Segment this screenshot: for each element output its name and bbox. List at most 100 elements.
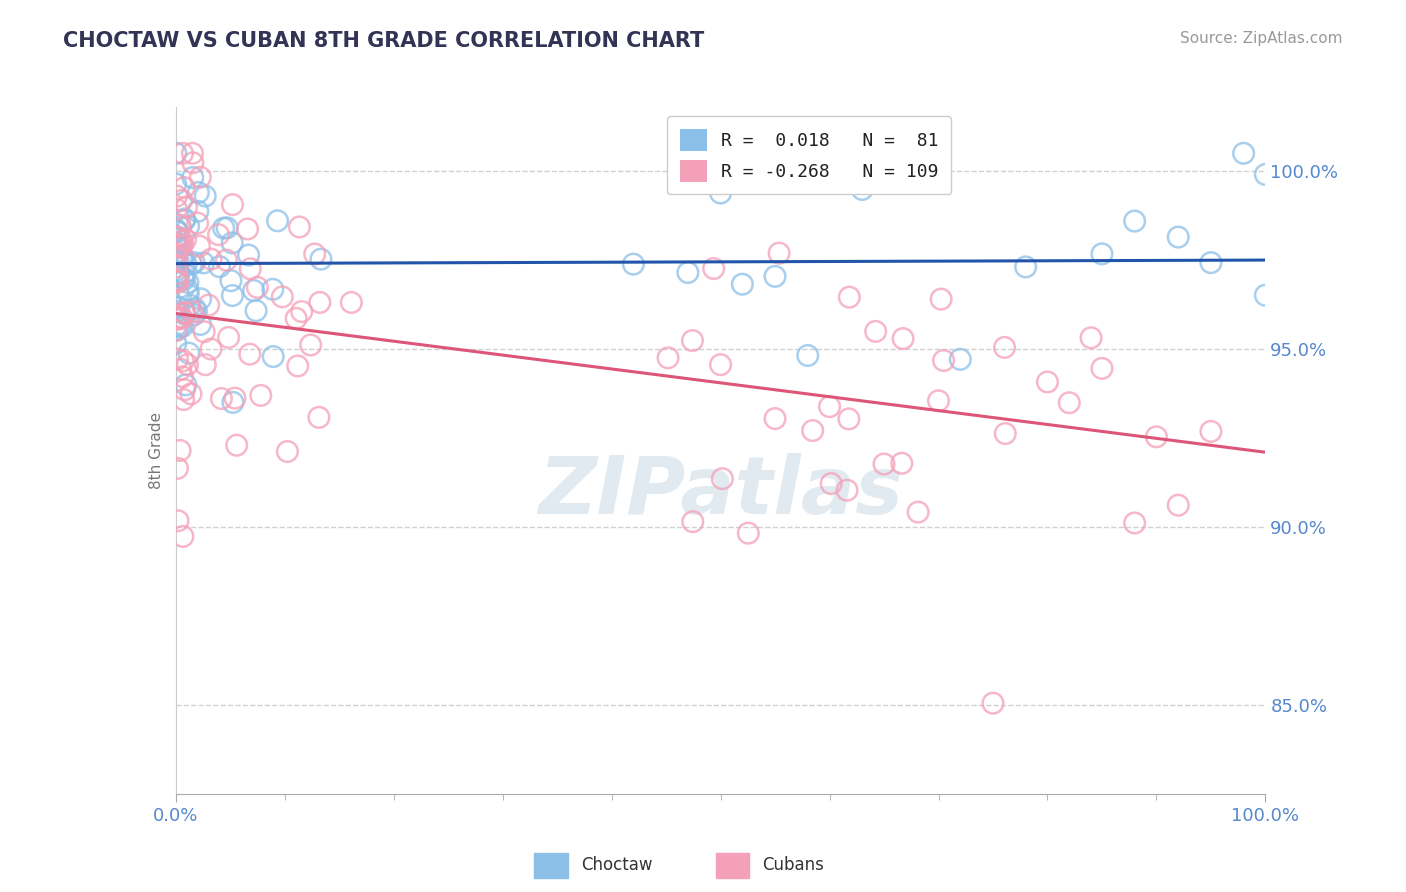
Point xyxy=(165,222,187,236)
Point xyxy=(801,424,824,438)
Point xyxy=(172,238,194,252)
Point xyxy=(1080,331,1102,345)
Point xyxy=(173,392,195,407)
Point xyxy=(187,216,209,230)
Point xyxy=(266,214,288,228)
Point xyxy=(271,290,294,304)
Point xyxy=(177,284,200,298)
Point xyxy=(167,267,190,281)
Point xyxy=(1144,430,1167,444)
Point xyxy=(170,194,193,208)
Point xyxy=(197,298,219,312)
Point xyxy=(711,472,734,486)
Point xyxy=(180,257,202,271)
Point xyxy=(194,358,217,372)
Point xyxy=(183,255,205,269)
Point xyxy=(169,220,191,235)
Point xyxy=(288,219,311,234)
Point xyxy=(170,311,193,326)
Point xyxy=(1123,516,1146,530)
Point xyxy=(167,276,190,290)
Point xyxy=(167,253,190,268)
Point xyxy=(1254,168,1277,182)
Point xyxy=(249,388,271,402)
Point xyxy=(1091,361,1114,376)
Point xyxy=(865,325,887,339)
Point xyxy=(181,170,204,185)
Point xyxy=(207,227,229,242)
Point xyxy=(245,303,267,318)
Point xyxy=(200,342,222,356)
Point xyxy=(167,300,190,314)
Point xyxy=(676,265,699,279)
Legend: R =  0.018   N =  81, R = -0.268   N = 109: R = 0.018 N = 81, R = -0.268 N = 109 xyxy=(666,116,952,194)
Point xyxy=(928,393,950,408)
Point xyxy=(166,230,188,244)
Point xyxy=(165,304,187,318)
Point xyxy=(285,311,308,326)
Point xyxy=(190,318,212,332)
Point xyxy=(165,318,187,333)
Point xyxy=(193,325,215,339)
Point xyxy=(239,347,262,361)
Point xyxy=(200,252,222,267)
Point xyxy=(165,255,187,269)
Point xyxy=(308,410,330,425)
Point xyxy=(225,438,247,452)
Point xyxy=(981,696,1004,710)
Point xyxy=(242,284,264,298)
Point xyxy=(166,225,188,239)
FancyBboxPatch shape xyxy=(716,853,749,878)
Point xyxy=(621,257,644,271)
Point xyxy=(221,288,243,302)
Point xyxy=(172,529,194,543)
Point xyxy=(169,443,191,458)
Point xyxy=(173,307,195,321)
Point xyxy=(165,230,187,244)
Point xyxy=(731,277,754,292)
Point xyxy=(682,334,704,348)
Point xyxy=(172,234,194,248)
Point xyxy=(193,256,215,270)
Point xyxy=(173,212,195,227)
Point xyxy=(179,298,201,312)
Point xyxy=(167,514,190,528)
Text: ZIPatlas: ZIPatlas xyxy=(538,452,903,531)
Point xyxy=(838,412,860,426)
Point xyxy=(165,264,187,278)
Point xyxy=(907,505,929,519)
Point xyxy=(173,306,195,320)
Point xyxy=(1036,375,1059,389)
Point xyxy=(236,222,259,236)
Point xyxy=(176,358,198,372)
Point xyxy=(181,146,204,161)
Point xyxy=(166,246,188,260)
Point xyxy=(166,241,188,255)
Point xyxy=(299,338,322,352)
Point xyxy=(173,272,195,286)
Point xyxy=(170,310,193,324)
Point xyxy=(308,295,330,310)
Point xyxy=(173,383,195,397)
Point xyxy=(166,273,188,287)
Point xyxy=(262,282,284,296)
Point xyxy=(932,353,955,368)
Point xyxy=(1123,214,1146,228)
Point xyxy=(703,261,725,276)
Point xyxy=(820,476,842,491)
Point xyxy=(176,200,198,214)
Point xyxy=(768,246,790,260)
Point xyxy=(169,320,191,334)
Point xyxy=(239,261,262,276)
Point xyxy=(177,287,200,301)
Text: Source: ZipAtlas.com: Source: ZipAtlas.com xyxy=(1180,31,1343,46)
Point xyxy=(188,239,211,253)
Point xyxy=(165,273,187,287)
Point xyxy=(1254,288,1277,302)
Point xyxy=(309,252,332,267)
Point xyxy=(246,280,269,294)
Point xyxy=(221,197,243,211)
Point xyxy=(166,310,188,325)
Point xyxy=(835,483,858,498)
Point xyxy=(165,224,187,238)
